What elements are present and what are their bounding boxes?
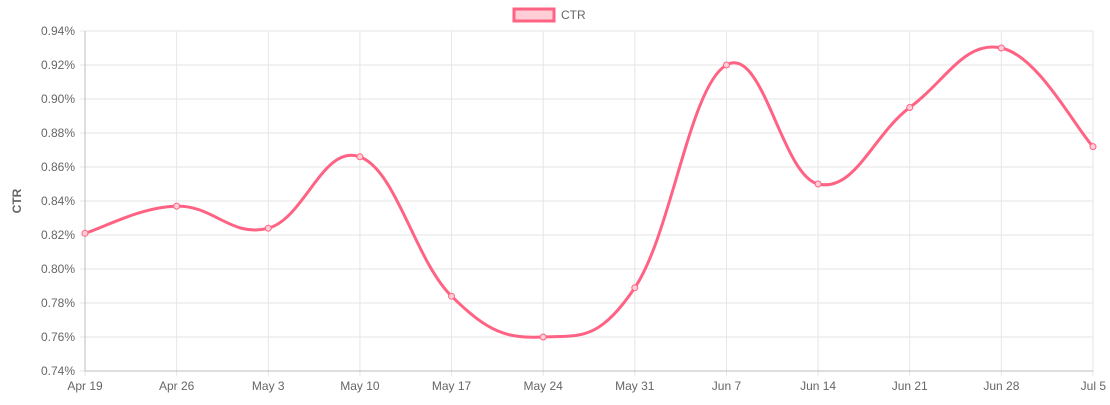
x-grid-lines — [84, 31, 1094, 376]
y-tick-label: 0.92% — [41, 58, 75, 72]
x-tick-label: May 24 — [524, 379, 564, 393]
x-tick-label: Jul 5 — [1081, 379, 1107, 393]
data-point[interactable] — [539, 333, 547, 341]
y-tick-label: 0.94% — [41, 24, 75, 38]
x-tick-label: Apr 26 — [159, 379, 195, 393]
data-point[interactable] — [1089, 143, 1097, 151]
x-tick-label: May 17 — [432, 379, 472, 393]
data-point[interactable] — [356, 153, 364, 161]
y-grid-lines — [80, 30, 1093, 372]
y-tick-label: 0.84% — [41, 194, 75, 208]
x-tick-label: Jun 7 — [712, 379, 742, 393]
y-tick-label: 0.74% — [41, 364, 75, 378]
data-point[interactable] — [448, 292, 456, 300]
x-tick-labels: Apr 19 Apr 26 May 3 May 10 May 17 May 24 May 3… — [67, 379, 1106, 393]
x-tick-label: May 31 — [615, 379, 655, 393]
y-axis-title: CTR — [10, 188, 24, 213]
data-point[interactable] — [173, 202, 181, 210]
data-point[interactable] — [722, 61, 730, 69]
y-tick-label: 0.76% — [41, 330, 75, 344]
x-tick-label: Apr 19 — [67, 379, 103, 393]
y-tick-labels: 0.74% 0.76% 0.78% 0.80% 0.82% 0.84% 0.86% 0.88%… — [41, 24, 75, 378]
y-tick-label: 0.82% — [41, 228, 75, 242]
y-tick-label: 0.90% — [41, 92, 75, 106]
y-tick-label: 0.86% — [41, 160, 75, 174]
axes — [84, 31, 1093, 372]
legend-swatch[interactable] — [512, 7, 556, 23]
y-tick-label: 0.80% — [41, 262, 75, 276]
data-point[interactable] — [81, 229, 89, 237]
x-tick-label: Jun 14 — [800, 379, 836, 393]
data-point[interactable] — [906, 104, 914, 111]
data-point[interactable] — [631, 284, 639, 292]
y-tick-label: 0.88% — [41, 126, 75, 140]
series-layer — [81, 44, 1097, 341]
series-line-ctr — [83, 45, 1095, 339]
legend-label[interactable]: CTR — [561, 8, 586, 22]
x-tick-label: May 10 — [340, 379, 380, 393]
y-tick-label: 0.78% — [41, 296, 75, 310]
x-tick-label: Jun 28 — [983, 379, 1019, 393]
legend[interactable]: CTR — [512, 7, 586, 23]
x-tick-label: May 3 — [252, 379, 285, 393]
data-point[interactable] — [264, 224, 272, 232]
data-point[interactable] — [814, 180, 822, 188]
data-point[interactable] — [997, 44, 1005, 52]
x-tick-label: Jun 21 — [892, 379, 928, 393]
